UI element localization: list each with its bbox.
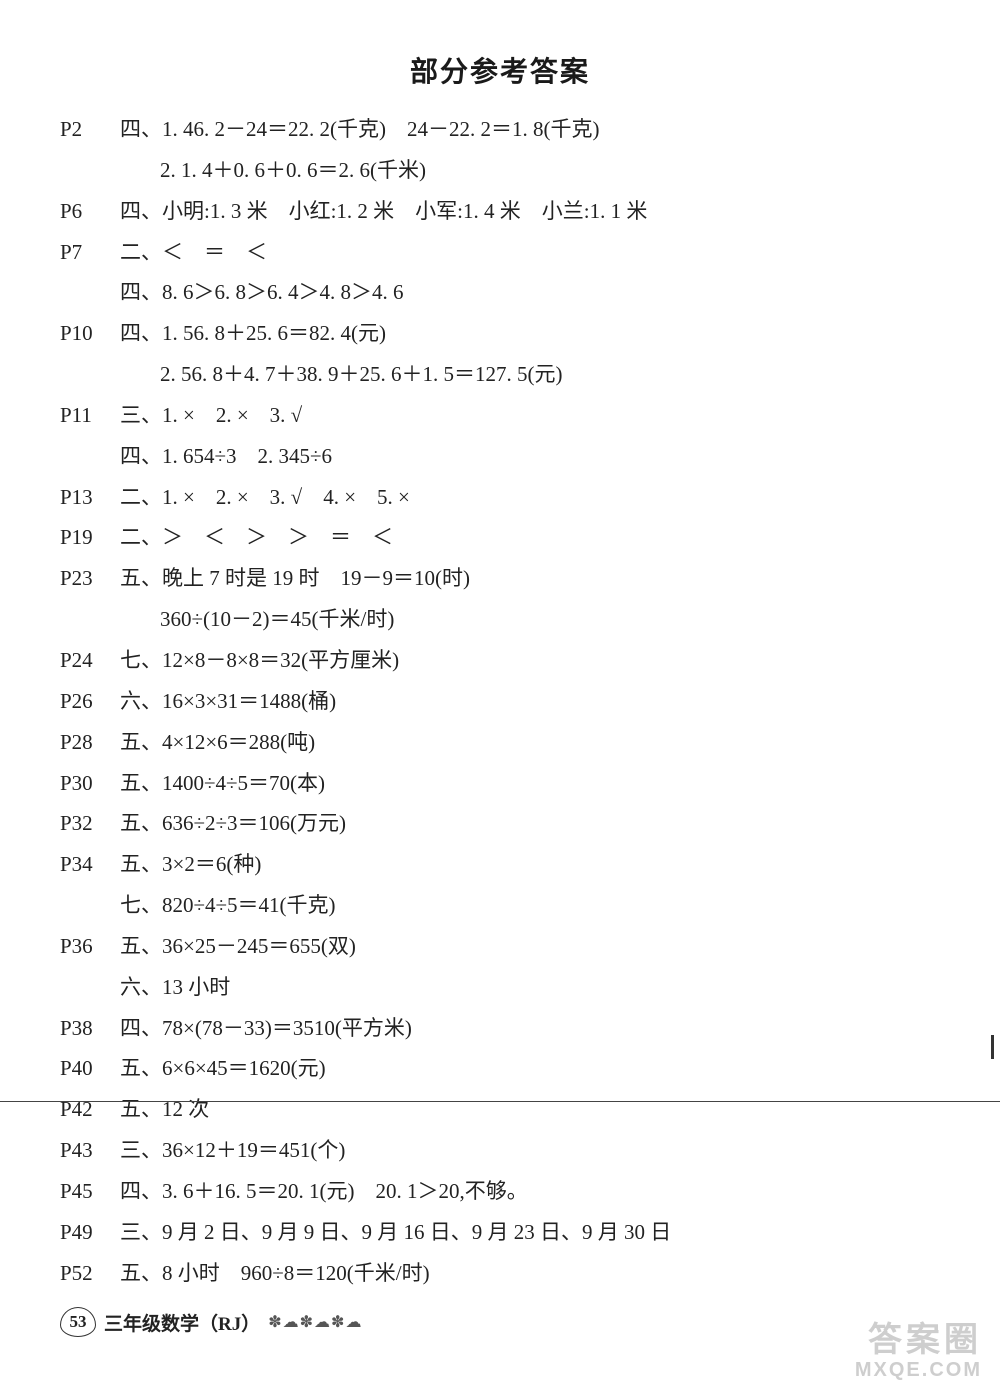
page-ref: P26 <box>60 682 120 721</box>
horizontal-rule <box>0 1101 1000 1102</box>
page-ref: P7 <box>60 233 120 272</box>
answer-content: 二、＞ ＜ ＞ ＞ ＝ ＜ <box>120 518 940 557</box>
answer-content: 五、3×2＝6(种) <box>120 845 940 884</box>
answer-content: 四、小明:1. 3 米 小红:1. 2 米 小军:1. 4 米 小兰:1. 1 … <box>120 192 940 231</box>
side-tick-mark <box>991 1035 994 1059</box>
page-title: 部分参考答案 <box>60 50 940 90</box>
page-ref: P24 <box>60 641 120 680</box>
page-ref: P34 <box>60 845 120 884</box>
answer-content: 三、9 月 2 日、9 月 9 日、9 月 16 日、9 月 23 日、9 月 … <box>120 1213 940 1252</box>
page-ref: P19 <box>60 518 120 557</box>
page-ref: P32 <box>60 804 120 843</box>
answer-row: P34五、3×2＝6(种) <box>60 845 940 884</box>
page-ref: P13 <box>60 478 120 517</box>
answer-content: 2. 1. 4＋0. 6＋0. 6＝2. 6(千米) <box>120 151 940 190</box>
answer-row: P7二、＜ ＝ ＜ <box>60 233 940 272</box>
answer-content: 五、晚上 7 时是 19 时 19－9＝10(时) <box>120 559 940 598</box>
answer-row: P19二、＞ ＜ ＞ ＞ ＝ ＜ <box>60 518 940 557</box>
answer-row: P43三、36×12＋19＝451(个) <box>60 1131 940 1170</box>
page-ref: P38 <box>60 1009 120 1048</box>
answer-content: 三、36×12＋19＝451(个) <box>120 1131 940 1170</box>
answer-content: 五、1400÷4÷5＝70(本) <box>120 764 940 803</box>
page-ref: P36 <box>60 927 120 966</box>
document-page: 部分参考答案 P2四、1. 46. 2－24＝22. 2(千克) 24－22. … <box>0 0 1000 1399</box>
page-number-badge: 53 <box>60 1307 96 1337</box>
answer-row: P11三、1. × 2. × 3. √ <box>60 396 940 435</box>
answer-row: P28五、4×12×6＝288(吨) <box>60 723 940 762</box>
answer-row: P42五、12 次 <box>60 1090 940 1129</box>
answer-content: 五、36×25－245＝655(双) <box>120 927 940 966</box>
answer-content: 七、820÷4÷5＝41(千克) <box>120 886 940 925</box>
answer-row: P24七、12×8－8×8＝32(平方厘米) <box>60 641 940 680</box>
page-ref: P6 <box>60 192 120 231</box>
answer-content: 五、8 小时 960÷8＝120(千米/时) <box>120 1254 940 1293</box>
answer-row: 七、820÷4÷5＝41(千克) <box>60 886 940 925</box>
answer-row: P23五、晚上 7 时是 19 时 19－9＝10(时) <box>60 559 940 598</box>
answer-content: 四、78×(78－33)＝3510(平方米) <box>120 1009 940 1048</box>
answer-content: 五、4×12×6＝288(吨) <box>120 723 940 762</box>
answer-row: P45四、3. 6＋16. 5＝20. 1(元) 20. 1＞20,不够。 <box>60 1172 940 1211</box>
page-ref: P43 <box>60 1131 120 1170</box>
answer-row: P40五、6×6×45＝1620(元) <box>60 1049 940 1088</box>
answer-content: 三、1. × 2. × 3. √ <box>120 396 940 435</box>
answers-block: P2四、1. 46. 2－24＝22. 2(千克) 24－22. 2＝1. 8(… <box>60 110 940 1292</box>
page-footer: 53 三年级数学（RJ） ✽☁✽☁✽☁ <box>60 1307 362 1337</box>
answer-row: 四、8. 6＞6. 8＞6. 4＞4. 8＞4. 6 <box>60 273 940 312</box>
answer-content: 六、13 小时 <box>120 968 940 1007</box>
answer-row: P26六、16×3×31＝1488(桶) <box>60 682 940 721</box>
page-ref: P42 <box>60 1090 120 1129</box>
answer-content: 四、3. 6＋16. 5＝20. 1(元) 20. 1＞20,不够。 <box>120 1172 940 1211</box>
answer-row: 2. 1. 4＋0. 6＋0. 6＝2. 6(千米) <box>60 151 940 190</box>
answer-content: 五、6×6×45＝1620(元) <box>120 1049 940 1088</box>
page-ref: P49 <box>60 1213 120 1252</box>
answer-row: 360÷(10－2)＝45(千米/时) <box>60 600 940 639</box>
answer-content: 四、1. 46. 2－24＝22. 2(千克) 24－22. 2＝1. 8(千克… <box>120 110 940 149</box>
answer-row: 四、1. 654÷3 2. 345÷6 <box>60 437 940 476</box>
answer-content: 四、8. 6＞6. 8＞6. 4＞4. 8＞4. 6 <box>120 273 940 312</box>
answer-row: 2. 56. 8＋4. 7＋38. 9＋25. 6＋1. 5＝127. 5(元) <box>60 355 940 394</box>
answer-row: P36五、36×25－245＝655(双) <box>60 927 940 966</box>
answer-content: 二、＜ ＝ ＜ <box>120 233 940 272</box>
answer-row: P2四、1. 46. 2－24＝22. 2(千克) 24－22. 2＝1. 8(… <box>60 110 940 149</box>
page-ref: P23 <box>60 559 120 598</box>
page-ref: P40 <box>60 1049 120 1088</box>
answer-content: 2. 56. 8＋4. 7＋38. 9＋25. 6＋1. 5＝127. 5(元) <box>120 355 940 394</box>
page-ref: P52 <box>60 1254 120 1293</box>
watermark-line1: 答案圈 <box>855 1322 982 1359</box>
answer-row: P10四、1. 56. 8＋25. 6＝82. 4(元) <box>60 314 940 353</box>
page-ref: P11 <box>60 396 120 435</box>
answer-content: 四、1. 56. 8＋25. 6＝82. 4(元) <box>120 314 940 353</box>
watermark-line2: MXQE.COM <box>855 1359 982 1381</box>
answer-content: 六、16×3×31＝1488(桶) <box>120 682 940 721</box>
answer-row: 六、13 小时 <box>60 968 940 1007</box>
answer-row: P52五、8 小时 960÷8＝120(千米/时) <box>60 1254 940 1293</box>
page-ref: P10 <box>60 314 120 353</box>
page-ref: P30 <box>60 764 120 803</box>
watermark: 答案圈 MXQE.COM <box>855 1322 982 1381</box>
answer-row: P32五、636÷2÷3＝106(万元) <box>60 804 940 843</box>
answer-row: P30五、1400÷4÷5＝70(本) <box>60 764 940 803</box>
page-ref: P28 <box>60 723 120 762</box>
answer-content: 七、12×8－8×8＝32(平方厘米) <box>120 641 940 680</box>
footer-decoration: ✽☁✽☁✽☁ <box>268 1312 362 1332</box>
page-ref: P2 <box>60 110 120 149</box>
answer-content: 五、636÷2÷3＝106(万元) <box>120 804 940 843</box>
answer-content: 360÷(10－2)＝45(千米/时) <box>120 600 940 639</box>
answer-content: 二、1. × 2. × 3. √ 4. × 5. × <box>120 478 940 517</box>
page-ref: P45 <box>60 1172 120 1211</box>
answer-content: 四、1. 654÷3 2. 345÷6 <box>120 437 940 476</box>
answer-row: P49三、9 月 2 日、9 月 9 日、9 月 16 日、9 月 23 日、9… <box>60 1213 940 1252</box>
answer-row: P6四、小明:1. 3 米 小红:1. 2 米 小军:1. 4 米 小兰:1. … <box>60 192 940 231</box>
answer-row: P13二、1. × 2. × 3. √ 4. × 5. × <box>60 478 940 517</box>
footer-text: 三年级数学（RJ） <box>104 1309 260 1336</box>
answer-row: P38四、78×(78－33)＝3510(平方米) <box>60 1009 940 1048</box>
answer-content: 五、12 次 <box>120 1090 940 1129</box>
